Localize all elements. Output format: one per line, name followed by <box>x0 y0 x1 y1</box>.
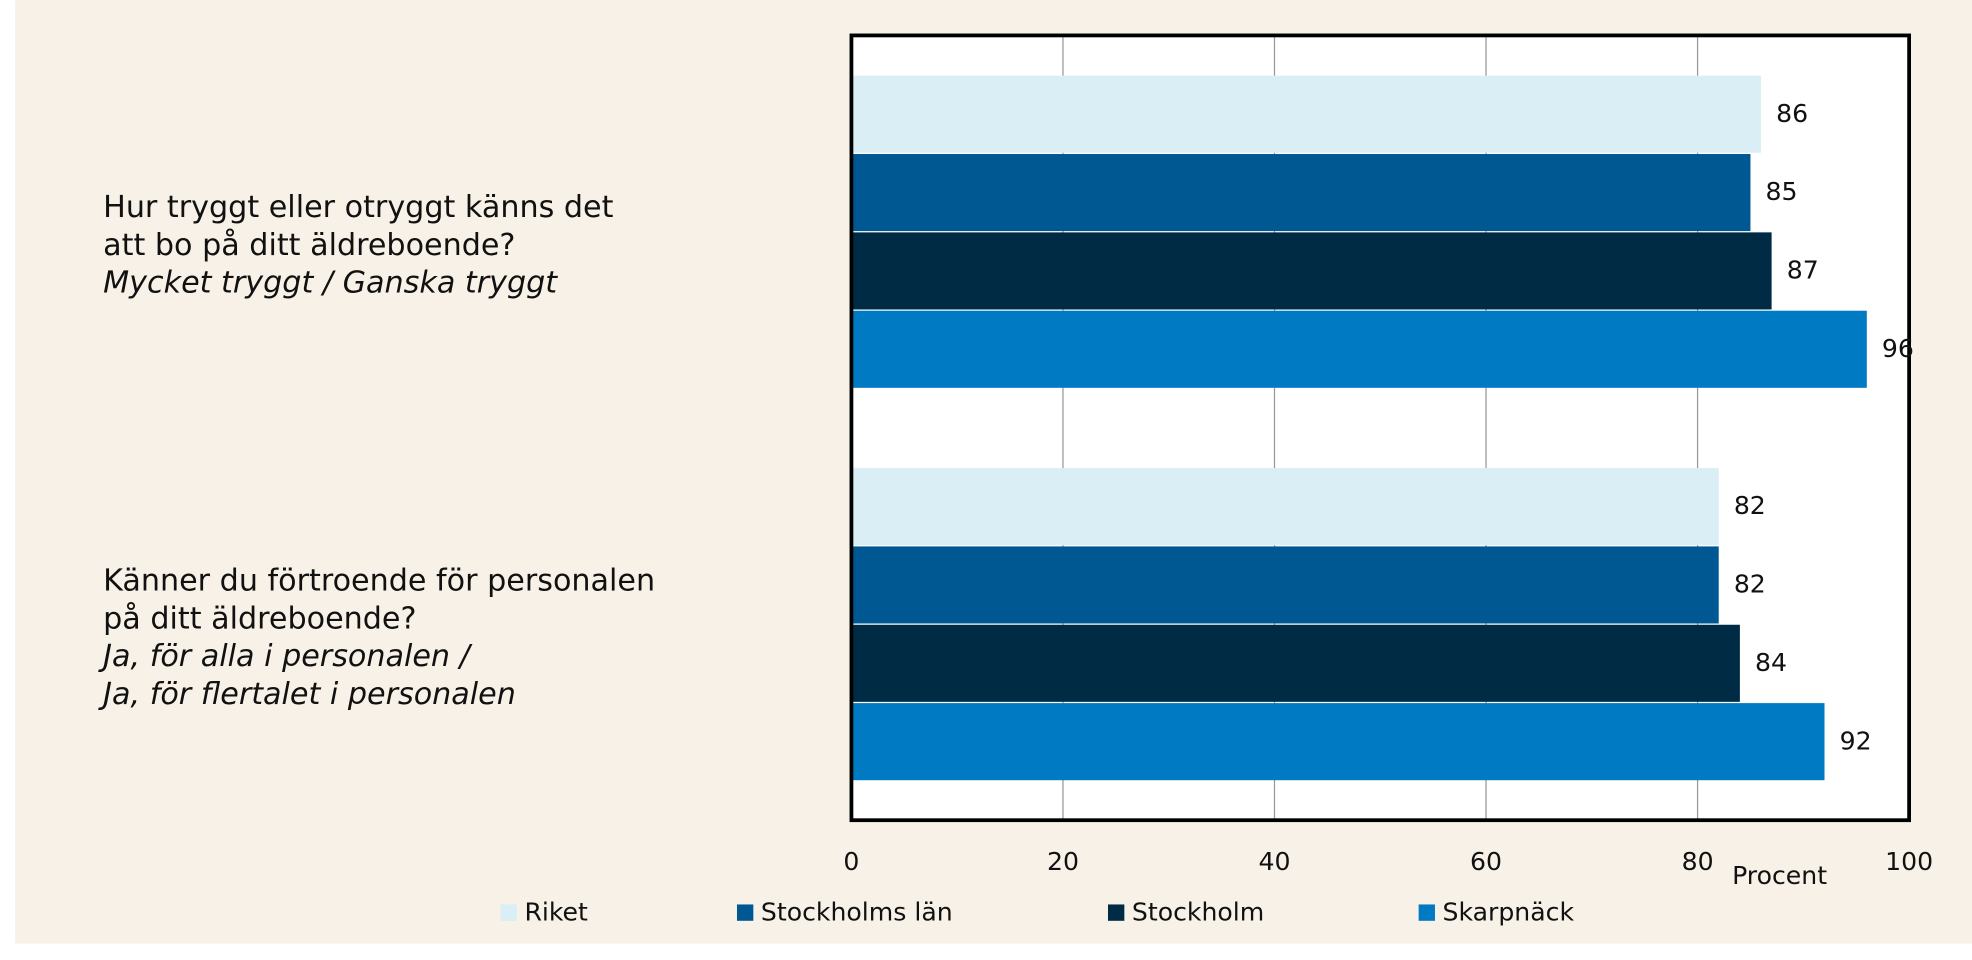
category-note: Ja, för flertalet i personalen <box>98 677 516 712</box>
data-label: 82 <box>1734 491 1766 520</box>
category-note: Mycket tryggt / Ganska tryggt <box>103 266 558 301</box>
legend-label: Stockholms län <box>761 897 953 926</box>
category-label: på ditt äldreboende? <box>103 601 416 636</box>
data-label: 86 <box>1776 99 1808 128</box>
x-tick-label: 80 <box>1682 847 1714 876</box>
data-label: 84 <box>1755 648 1787 677</box>
bar <box>851 310 1867 388</box>
x-tick-label: 20 <box>1047 847 1079 876</box>
data-label: 82 <box>1734 570 1766 599</box>
bar <box>851 154 1751 232</box>
bar <box>851 546 1719 624</box>
bar <box>851 703 1825 781</box>
legend-label: Stockholm <box>1132 897 1264 926</box>
x-axis-label: Procent <box>1732 861 1827 890</box>
legend-swatch <box>736 904 754 921</box>
x-tick-label: 40 <box>1259 847 1291 876</box>
category-label: Känner du förtroende för personalen <box>103 564 655 599</box>
bar <box>851 468 1719 546</box>
legend-label: Skarpnäck <box>1443 897 1575 926</box>
legend-swatch <box>1107 904 1125 921</box>
bar <box>851 75 1762 153</box>
legend-swatch <box>1418 904 1435 921</box>
legend-label: Riket <box>524 897 588 926</box>
plot-area <box>851 35 1910 821</box>
data-label: 85 <box>1766 177 1798 206</box>
legend-swatch <box>500 904 517 921</box>
x-tick-label: 100 <box>1885 847 1933 876</box>
x-tick-label: 60 <box>1470 847 1502 876</box>
x-tick-label: 0 <box>843 847 859 876</box>
data-label: 96 <box>1882 334 1914 363</box>
bar <box>851 624 1740 702</box>
data-label: 87 <box>1787 256 1819 285</box>
data-label: 92 <box>1840 726 1872 755</box>
category-note: Ja, för alla i personalen / <box>98 639 473 674</box>
category-label: att bo på ditt äldreboende? <box>103 228 515 263</box>
bar <box>851 232 1772 310</box>
plot-frame <box>849 33 1912 823</box>
category-label: Hur tryggt eller otryggt känns det <box>103 190 613 225</box>
